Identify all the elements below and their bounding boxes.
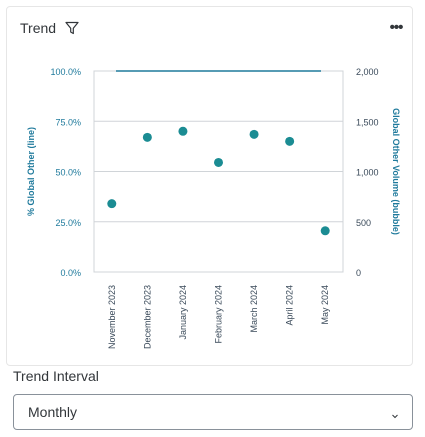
y-right-tick-label: 1,000 [356,168,379,178]
bubble-point [178,126,188,136]
trend-interval-label: Trend Interval [13,368,99,384]
y-left-tick-label: 75.0% [55,117,81,127]
card-header: Trend [20,18,79,38]
more-options-button[interactable]: ••• [386,17,406,37]
y-right-tick-label: 2,000 [356,67,379,77]
y-right-tick-label: 1,500 [356,117,379,127]
more-horizontal-icon: ••• [389,18,404,36]
bubble-point [285,136,295,146]
chevron-down-icon [390,408,400,419]
card-title: Trend [20,20,57,36]
bubble-point [107,199,117,209]
y-left-axis-label: % Global Other (line) [26,127,36,216]
trend-card: Trend ••• [6,6,413,366]
x-tick-label: November 2023 [107,285,117,349]
bubble-point [320,226,330,236]
trend-interval-select[interactable]: Monthly [13,394,413,430]
y-right-tick-label: 500 [356,218,371,228]
x-tick-label: February 2024 [214,285,224,344]
y-left-tick-label: 50.0% [55,168,81,178]
bubble-point [214,157,223,167]
x-tick-label: December 2023 [142,285,152,349]
x-tick-label: March 2024 [249,285,259,333]
trend-chart: 100.0% 2,000 75.0% 1,500 50.0% 1,000 25.0% 500 0… [26,67,401,349]
trend-interval-value: Monthly [28,404,78,420]
x-tick-label: January 2024 [178,285,188,340]
y-left-tick-label: 25.0% [55,218,81,228]
bubble-point [142,132,152,142]
bubble-point [249,129,259,139]
y-right-tick-label: 0 [356,268,361,278]
filter-icon[interactable] [65,21,79,35]
x-tick-label: April 2024 [285,285,295,326]
x-tick-label: May 2024 [320,285,330,325]
y-right-axis-label: Global Other Volume (bubble) [391,108,401,235]
y-left-tick-label: 0.0% [60,268,81,278]
y-left-tick-label: 100.0% [50,67,81,77]
